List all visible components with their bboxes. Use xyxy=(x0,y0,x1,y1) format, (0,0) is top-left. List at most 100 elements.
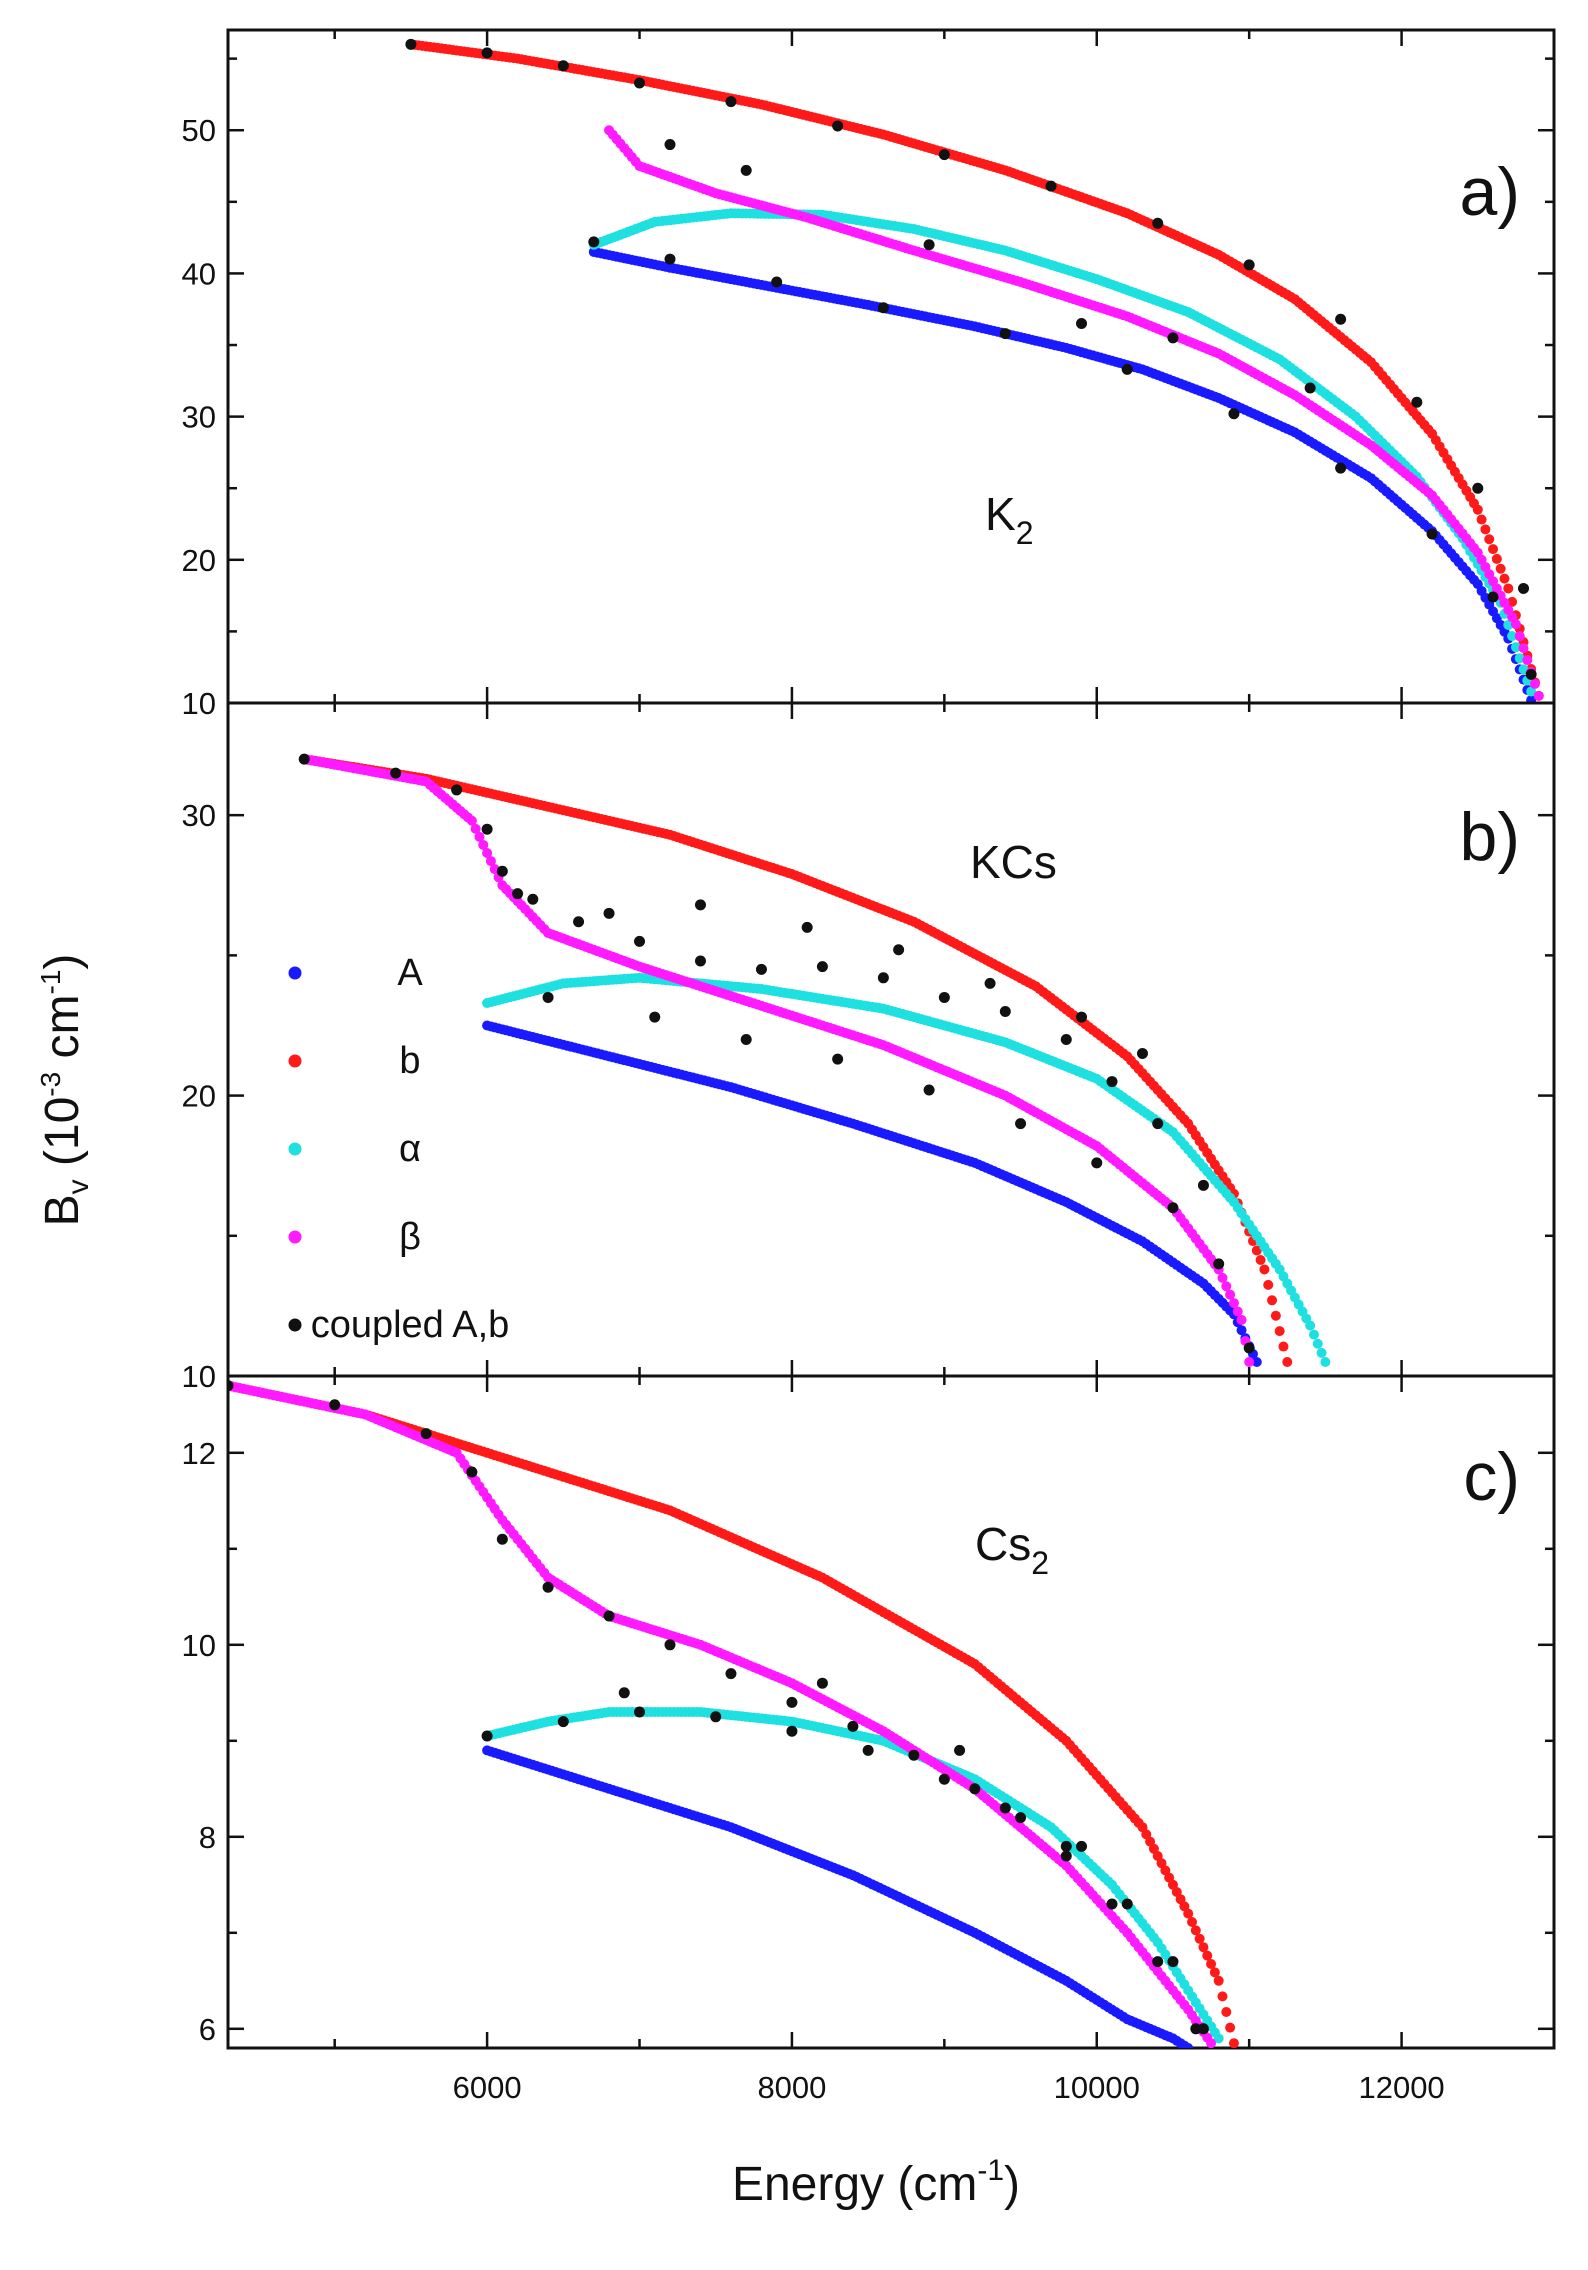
data-point xyxy=(1190,2023,1202,2035)
data-point xyxy=(298,753,310,765)
data-point xyxy=(862,1744,874,1756)
data-point xyxy=(755,963,767,975)
y-tick-label: 12 xyxy=(182,1436,216,1471)
data-point xyxy=(482,848,493,859)
x-tick-label: 8000 xyxy=(757,2070,826,2105)
data-point xyxy=(710,1711,722,1723)
data-point xyxy=(1270,1310,1281,1321)
data-point xyxy=(1217,1991,1228,2002)
legend-item-A: A xyxy=(288,952,423,994)
molecule-label: KCs xyxy=(970,836,1057,888)
data-point xyxy=(1217,1272,1228,1283)
data-point xyxy=(478,839,489,850)
data-point xyxy=(1167,332,1179,344)
data-point xyxy=(1426,528,1438,540)
data-point xyxy=(1076,1840,1088,1852)
data-point xyxy=(1518,664,1529,675)
series-a xyxy=(482,1745,1194,2048)
data-point xyxy=(1167,1956,1179,1968)
data-point xyxy=(1499,573,1510,584)
panel-letter: a) xyxy=(1460,154,1520,230)
data-point xyxy=(1495,563,1506,574)
data-point xyxy=(1213,2033,1224,2044)
data-point xyxy=(1236,1325,1247,1336)
data-point xyxy=(1225,2022,1236,2033)
y-tick-label: 10 xyxy=(182,1628,216,1663)
panel-b: 10 20 30 b) KCs xyxy=(182,701,1556,1394)
data-point xyxy=(1167,1202,1179,1214)
data-point xyxy=(1213,1258,1225,1270)
data-point xyxy=(470,823,481,834)
data-point xyxy=(908,1749,920,1761)
data-point xyxy=(1202,1950,1213,1961)
panel-a: 10 20 30 40 50 a) K2 xyxy=(182,28,1556,721)
data-point xyxy=(496,865,508,877)
data-point xyxy=(1243,1342,1255,1354)
data-point xyxy=(1503,583,1514,594)
data-point xyxy=(664,1639,676,1651)
data-point xyxy=(1225,1289,1236,1300)
data-point xyxy=(1267,1295,1278,1306)
data-point xyxy=(1183,1908,1194,1919)
data-point xyxy=(923,1084,935,1096)
data-point xyxy=(1529,678,1540,689)
data-point xyxy=(1232,1306,1243,1317)
data-point xyxy=(481,1730,493,1742)
data-point xyxy=(1015,1812,1027,1824)
series-b xyxy=(299,754,1293,1367)
data-point xyxy=(1282,1356,1293,1367)
data-point xyxy=(771,276,783,288)
data-point xyxy=(1152,217,1164,229)
legend-item-b: b xyxy=(288,1040,421,1082)
data-point xyxy=(1206,1959,1217,1969)
data-point xyxy=(694,899,706,911)
data-point xyxy=(1228,408,1240,420)
data-point xyxy=(1488,544,1499,555)
y-axis-title: Bv (10-3 cm-1) xyxy=(35,954,95,1227)
data-point xyxy=(1411,396,1423,408)
data-point xyxy=(1091,1157,1103,1169)
data-point xyxy=(1278,1341,1289,1352)
series-a xyxy=(482,1020,1262,1367)
data-point xyxy=(1320,1356,1331,1367)
data-point xyxy=(832,120,844,132)
data-point xyxy=(1190,1925,1201,1936)
data-point xyxy=(634,1706,646,1718)
y-tick-label: 8 xyxy=(199,1820,216,1855)
data-point xyxy=(1308,1329,1319,1340)
data-point xyxy=(954,1744,966,1756)
molecule-label: K2 xyxy=(985,488,1033,551)
legend-item-beta: β xyxy=(288,1216,421,1258)
data-point xyxy=(1045,180,1057,192)
data-point xyxy=(999,1802,1011,1814)
data-point xyxy=(847,1720,859,1732)
data-point xyxy=(1121,1898,1133,1910)
legend-label: α xyxy=(399,1128,421,1170)
data-point xyxy=(938,991,950,1003)
legend-marker xyxy=(288,1230,302,1244)
legend-marker xyxy=(288,966,302,980)
data-point xyxy=(1335,313,1347,325)
panel-c: 6 8 10 12 6000 8000 10000 12000 c) Cs2 xyxy=(182,1374,1556,2105)
y-tick-label: 50 xyxy=(182,113,216,148)
series-b xyxy=(405,39,1544,701)
plot-frame xyxy=(226,28,1556,705)
data-point xyxy=(1526,686,1537,697)
data-point xyxy=(618,1687,630,1699)
legend-marker xyxy=(288,1054,302,1068)
data-point xyxy=(999,1005,1011,1017)
data-point xyxy=(1152,1956,1164,1968)
data-point xyxy=(1251,1245,1262,1256)
data-point xyxy=(938,1773,950,1785)
data-point xyxy=(474,831,485,842)
data-point xyxy=(512,888,524,900)
data-point xyxy=(481,823,493,835)
data-point xyxy=(1206,2038,1217,2048)
data-point xyxy=(923,239,935,251)
data-point xyxy=(1472,482,1484,494)
data-point xyxy=(1259,1264,1270,1275)
series-- xyxy=(604,125,1544,701)
data-point xyxy=(1312,1338,1323,1349)
data-point xyxy=(1274,1326,1285,1337)
data-point xyxy=(801,921,813,933)
